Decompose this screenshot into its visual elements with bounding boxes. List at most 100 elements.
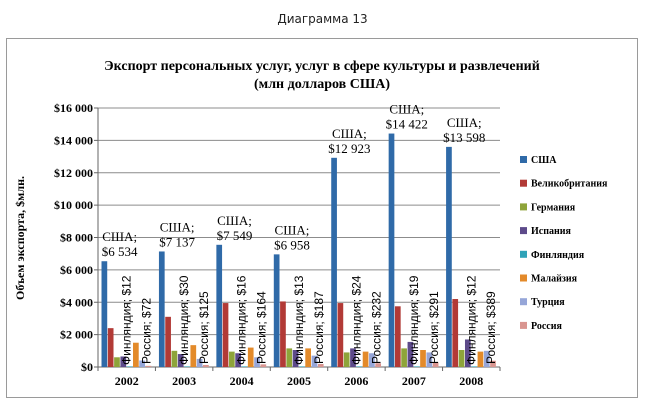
- bar: [114, 357, 120, 367]
- y-tick-label: $8 000: [60, 231, 93, 245]
- finland-data-label: Финляндия; $19: [407, 275, 421, 365]
- bar: [241, 366, 248, 367]
- y-tick-label: $4 000: [60, 295, 93, 309]
- bar: [388, 133, 395, 367]
- bar: [337, 303, 344, 367]
- x-tick-label: 2008: [459, 374, 483, 388]
- bar: [343, 352, 350, 367]
- bar: [471, 366, 477, 367]
- y-tick-label: $14 000: [54, 133, 93, 147]
- usa-data-label-value: $12 923: [328, 141, 370, 156]
- y-tick-label: $2 000: [60, 328, 93, 342]
- russia-data-label: Россия; $125: [197, 291, 211, 364]
- bar: [420, 350, 426, 367]
- bar: [120, 356, 127, 367]
- x-tick-label: 2003: [172, 374, 196, 388]
- bar: [426, 352, 433, 367]
- legend-swatch: [520, 274, 527, 282]
- y-tick-label: $12 000: [54, 166, 93, 180]
- chart-title-line2: (млн долларов США): [254, 77, 390, 92]
- bar: [177, 354, 184, 367]
- bar: [350, 348, 356, 367]
- y-tick-label: $0: [81, 360, 93, 374]
- finland-data-label: Финляндия; $13: [292, 275, 306, 365]
- bar: [273, 254, 280, 367]
- x-tick-label: 2007: [402, 374, 426, 388]
- x-tick-label: 2002: [115, 374, 139, 388]
- bar: [228, 351, 235, 367]
- bar: [216, 244, 223, 367]
- usa-data-label-name: США;: [160, 219, 195, 234]
- russia-data-label: Россия; $164: [254, 291, 268, 364]
- usa-data-label-name: США;: [447, 115, 482, 130]
- figure-caption: Диаграмма 13: [277, 12, 368, 26]
- legend-swatch: [520, 203, 527, 211]
- finland-data-label: Финляндия; $30: [177, 275, 191, 365]
- bar: [356, 366, 363, 367]
- usa-data-label-value: $13 598: [443, 130, 485, 145]
- legend-swatch: [520, 321, 527, 329]
- bar: [139, 360, 146, 367]
- legend-label: Россия: [531, 321, 562, 332]
- legend-swatch: [520, 250, 527, 258]
- bar: [145, 365, 152, 367]
- bar: [432, 362, 439, 367]
- bar: [222, 303, 229, 367]
- usa-data-label-name: США;: [332, 126, 367, 141]
- x-tick-label: 2005: [287, 374, 311, 388]
- legend-swatch: [520, 298, 527, 306]
- usa-data-label-name: США;: [217, 213, 252, 228]
- usa-data-label-value: $7 137: [159, 234, 195, 249]
- bar: [101, 261, 108, 367]
- legend-label: Великобритания: [531, 179, 608, 190]
- russia-data-label: Россия; $72: [140, 298, 154, 364]
- bar: [165, 316, 171, 367]
- bar: [458, 350, 465, 367]
- bar: [331, 157, 337, 367]
- legend-label: США: [531, 155, 557, 166]
- bar: [292, 350, 299, 367]
- legend-swatch: [520, 179, 527, 187]
- bar: [375, 363, 382, 367]
- usa-data-label-value: $14 422: [386, 117, 428, 132]
- legend-label: Финляндия: [531, 250, 585, 261]
- legend-label: Испания: [531, 226, 572, 237]
- chart-title-line1: Экспорт персональных услуг, услуг в сфер…: [104, 59, 540, 74]
- bar: [247, 347, 254, 367]
- legend-swatch: [520, 156, 527, 163]
- y-axis-label: Объем экспорта, $млн.: [13, 176, 27, 300]
- usa-data-label-value: $7 549: [217, 228, 253, 243]
- usa-data-label-value: $6 958: [274, 237, 310, 252]
- bar: [280, 301, 286, 367]
- bar: [203, 364, 209, 367]
- bar: [305, 348, 311, 367]
- bar: [184, 366, 190, 367]
- legend-label: Малайзия: [531, 274, 578, 285]
- bar: [260, 364, 267, 367]
- y-tick-label: $10 000: [54, 198, 93, 212]
- usa-data-label-value: $6 534: [102, 244, 138, 259]
- russia-data-label: Россия; $187: [312, 291, 326, 364]
- bar: [401, 348, 407, 367]
- bar: [299, 366, 305, 367]
- usa-data-label-name: США;: [102, 229, 137, 244]
- x-tick-label: 2004: [230, 374, 254, 388]
- bar: [464, 339, 471, 367]
- bar: [196, 358, 203, 367]
- bar: [171, 350, 178, 367]
- bar: [190, 345, 197, 367]
- bar: [369, 353, 375, 367]
- bar: [490, 360, 496, 367]
- russia-data-label: Россия; $389: [484, 291, 498, 364]
- bar: [483, 350, 490, 367]
- bar: [413, 366, 420, 367]
- bar: [477, 351, 484, 367]
- bar: [311, 355, 318, 367]
- bar: [446, 146, 452, 367]
- bar: [107, 328, 114, 367]
- bar: [394, 306, 401, 367]
- bar: [235, 353, 241, 367]
- finland-data-label: Финляндия; $24: [349, 275, 363, 365]
- legend-label: Турция: [531, 297, 565, 308]
